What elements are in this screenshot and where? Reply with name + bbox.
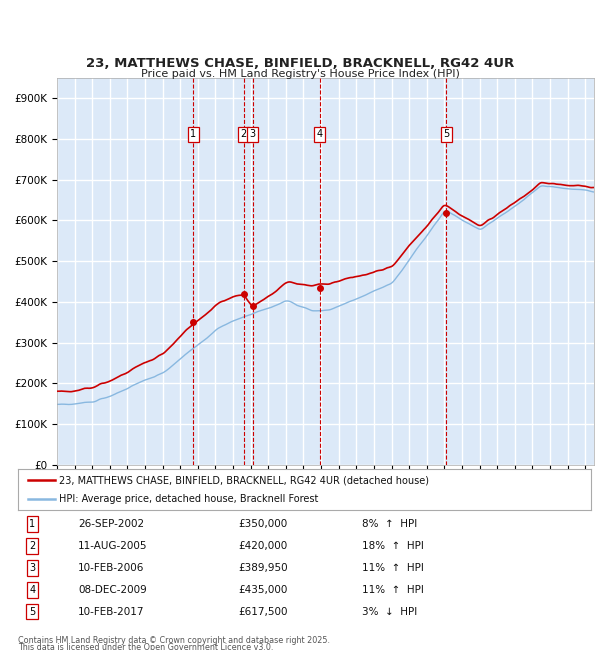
Text: Contains HM Land Registry data © Crown copyright and database right 2025.: Contains HM Land Registry data © Crown c…	[18, 636, 330, 645]
Text: Price paid vs. HM Land Registry's House Price Index (HPI): Price paid vs. HM Land Registry's House …	[140, 70, 460, 79]
Text: 3%  ↓  HPI: 3% ↓ HPI	[362, 606, 417, 617]
Text: 1: 1	[190, 129, 196, 139]
Text: 2: 2	[29, 541, 35, 551]
Text: 08-DEC-2009: 08-DEC-2009	[78, 585, 147, 595]
Text: HPI: Average price, detached house, Bracknell Forest: HPI: Average price, detached house, Brac…	[59, 494, 319, 504]
Text: 11%  ↑  HPI: 11% ↑ HPI	[362, 563, 424, 573]
Text: 5: 5	[29, 606, 35, 617]
Text: £420,000: £420,000	[239, 541, 288, 551]
Text: 23, MATTHEWS CHASE, BINFIELD, BRACKNELL, RG42 4UR: 23, MATTHEWS CHASE, BINFIELD, BRACKNELL,…	[86, 57, 514, 70]
Text: 26-SEP-2002: 26-SEP-2002	[78, 519, 144, 529]
Text: 1: 1	[29, 519, 35, 529]
Text: £389,950: £389,950	[239, 563, 288, 573]
Text: 4: 4	[29, 585, 35, 595]
Text: 10-FEB-2006: 10-FEB-2006	[78, 563, 145, 573]
Text: 8%  ↑  HPI: 8% ↑ HPI	[362, 519, 417, 529]
Text: 18%  ↑  HPI: 18% ↑ HPI	[362, 541, 424, 551]
Text: 5: 5	[443, 129, 449, 139]
Text: 2: 2	[241, 129, 247, 139]
Text: 10-FEB-2017: 10-FEB-2017	[78, 606, 145, 617]
Text: 3: 3	[250, 129, 256, 139]
Text: £435,000: £435,000	[239, 585, 288, 595]
Text: £617,500: £617,500	[239, 606, 288, 617]
Text: 3: 3	[29, 563, 35, 573]
Text: £350,000: £350,000	[239, 519, 288, 529]
Text: 11-AUG-2005: 11-AUG-2005	[78, 541, 148, 551]
Text: This data is licensed under the Open Government Licence v3.0.: This data is licensed under the Open Gov…	[18, 644, 274, 650]
Text: 11%  ↑  HPI: 11% ↑ HPI	[362, 585, 424, 595]
Text: 23, MATTHEWS CHASE, BINFIELD, BRACKNELL, RG42 4UR (detached house): 23, MATTHEWS CHASE, BINFIELD, BRACKNELL,…	[59, 475, 429, 486]
Text: 4: 4	[317, 129, 323, 139]
